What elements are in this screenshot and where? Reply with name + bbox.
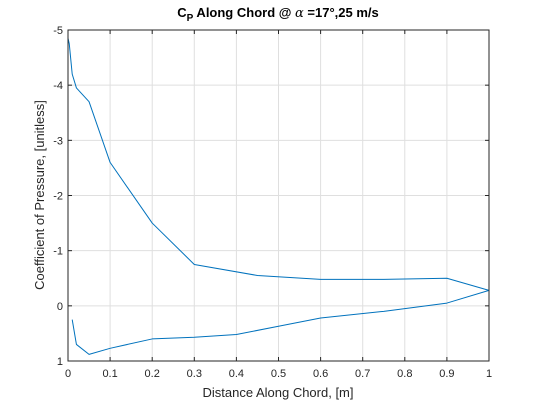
x-tick-label: 0.5 — [271, 368, 286, 380]
x-tick-label: 0.6 — [313, 368, 328, 380]
x-tick-label: 0.7 — [355, 368, 370, 380]
y-tick-label: -4 — [53, 80, 63, 92]
y-tick-label: -1 — [53, 246, 63, 258]
x-tick-label: 0.3 — [187, 368, 202, 380]
title-tail: =17°,25 m/s — [304, 5, 379, 20]
grid — [68, 30, 489, 361]
series-line-2 — [71, 289, 490, 355]
y-tick-label: 0 — [57, 301, 63, 313]
x-tick-label: 0.8 — [397, 368, 412, 380]
x-tick-label: 0.4 — [229, 368, 244, 380]
tick-labels-group: 0 0.1 0.2 0.3 0.4 0.5 0.6 0.7 0.8 0.9 1 -5 -4 -3 -2 -1 0… — [53, 25, 492, 380]
x-tick-label: 0.1 — [102, 368, 117, 380]
x-tick-label: 0.9 — [439, 368, 454, 380]
title-main: C — [177, 5, 187, 20]
x-axis-label: Distance Along Chord, [m] — [202, 385, 353, 400]
title-greek: α — [295, 6, 304, 21]
title-rest: Along Chord @ — [193, 5, 295, 20]
chart-title: CP Along Chord @ α =17°,25 m/s — [177, 5, 379, 24]
x-tick-label: 0.2 — [145, 368, 160, 380]
series-group — [67, 38, 490, 355]
y-tick-label: -5 — [53, 25, 63, 37]
ticks-group — [67, 29, 490, 362]
y-tick-label: -2 — [53, 191, 63, 203]
x-tick-label: 0 — [65, 368, 71, 380]
y-tick-label: 1 — [57, 356, 63, 368]
y-axis-label: Coefficient of Pressure, [unitless] — [32, 100, 47, 290]
title-subscript: P — [187, 13, 194, 24]
x-tick-label: 1 — [486, 368, 492, 380]
series-line-1 — [67, 38, 490, 291]
y-tick-label: -3 — [53, 135, 63, 147]
